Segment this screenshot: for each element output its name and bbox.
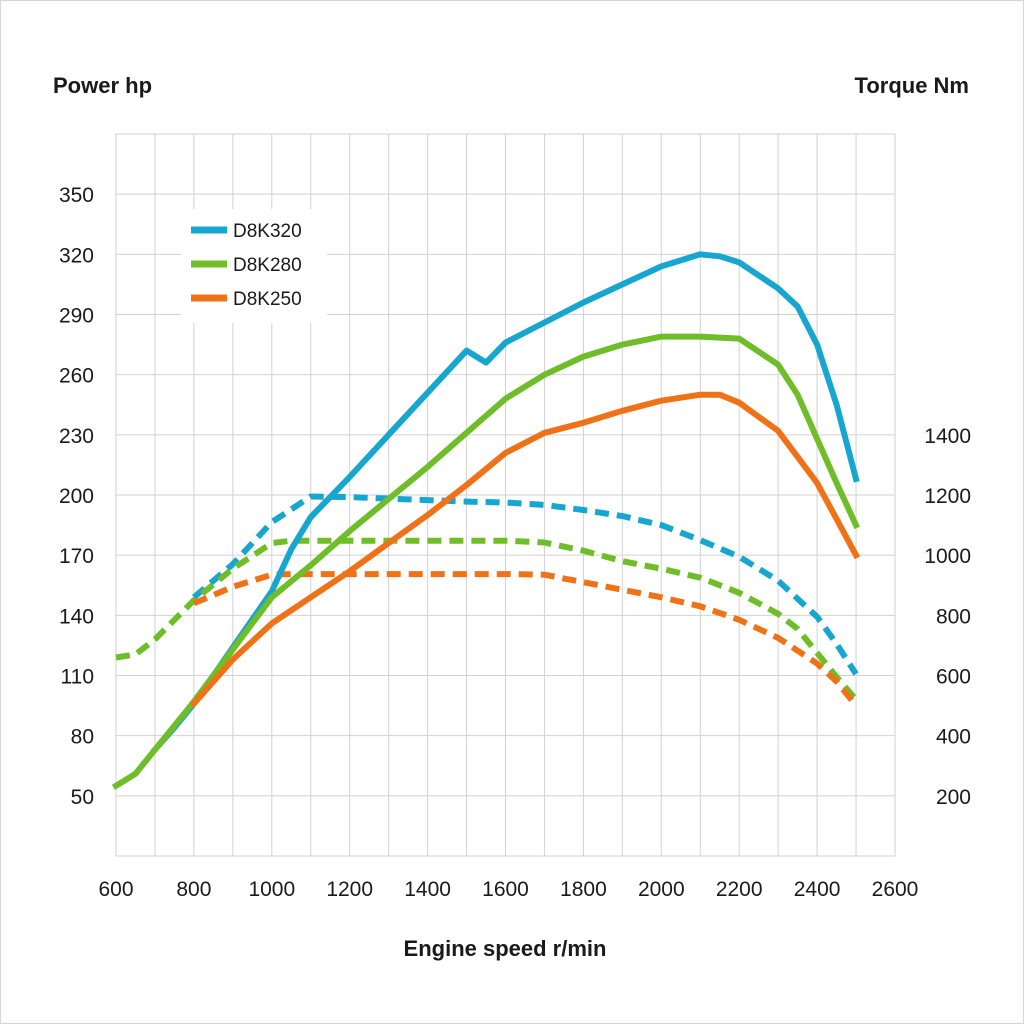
x-tick-label: 1200 <box>326 878 373 901</box>
right-tick-label: 1400 <box>924 425 971 448</box>
x-tick-label: 1800 <box>560 878 607 901</box>
left-tick-label: 80 <box>71 726 94 749</box>
x-tick-labels: 600 800 1000 1200 1400 1600 1800 2000 2200 2400 26… <box>98 878 918 901</box>
x-axis-label: Engine speed r/min <box>404 936 607 961</box>
d8k320-power-line <box>150 251 860 754</box>
right-tick-label: 800 <box>936 605 971 628</box>
x-tick-label: 800 <box>176 878 211 901</box>
x-tick-label: 2600 <box>872 878 919 901</box>
legend-label-d8k280: D8K280 <box>233 255 302 276</box>
left-tick-label: 350 <box>59 184 94 207</box>
left-tick-label: 320 <box>59 244 94 267</box>
x-tick-label: 2400 <box>794 878 841 901</box>
left-tick-labels: 50 80 110 140 170 200 230 260 290 320 350 <box>59 184 94 809</box>
x-tick-label: 1000 <box>248 878 295 901</box>
right-tick-label: 600 <box>936 666 971 689</box>
legend-label-d8k250: D8K250 <box>233 289 302 310</box>
left-tick-label: 260 <box>59 365 94 388</box>
left-tick-label: 50 <box>71 786 94 809</box>
d8k280-torque-line <box>115 537 859 702</box>
right-axis-label: Torque Nm <box>855 73 969 98</box>
x-tick-label: 1400 <box>404 878 451 901</box>
x-tick-label: 1600 <box>482 878 529 901</box>
right-tick-labels: 200 400 600 800 1000 1200 1400 <box>924 425 971 809</box>
left-tick-label: 230 <box>59 425 94 448</box>
left-tick-label: 170 <box>59 545 94 568</box>
x-tick-label: 2000 <box>638 878 685 901</box>
left-tick-label: 200 <box>59 485 94 508</box>
d8k320-torque-line <box>191 493 859 676</box>
left-tick-label: 290 <box>59 305 94 328</box>
right-tick-label: 1200 <box>924 485 971 508</box>
left-axis-label: Power hp <box>53 73 152 98</box>
legend-label-d8k320: D8K320 <box>233 221 302 242</box>
left-tick-label: 110 <box>61 666 94 689</box>
d8k250-torque-line <box>192 571 859 708</box>
x-tick-label: 2200 <box>716 878 763 901</box>
right-tick-label: 200 <box>936 786 971 809</box>
legend: D8K320 D8K280 D8K250 <box>181 209 327 323</box>
right-tick-label: 1000 <box>924 545 971 568</box>
d8k280-power-line <box>111 333 860 790</box>
right-tick-label: 400 <box>936 726 971 749</box>
d8k250-power-line <box>189 391 861 708</box>
left-tick-label: 140 <box>59 605 94 628</box>
series-lines <box>111 251 861 790</box>
x-tick-label: 600 <box>98 878 133 901</box>
grid <box>115 133 896 857</box>
